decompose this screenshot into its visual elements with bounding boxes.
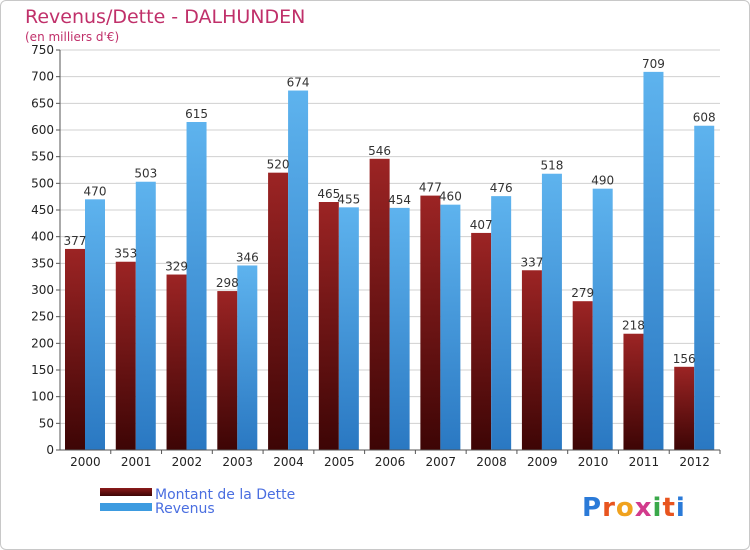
y-tick-label: 400 [31, 230, 54, 244]
chart-title: Revenus/Dette - DALHUNDEN [25, 6, 305, 28]
bar-revenus [592, 188, 613, 450]
bar-dette [115, 261, 136, 450]
y-tick-label: 150 [31, 363, 54, 377]
x-tick-label: 2000 [70, 455, 101, 469]
data-label: 353 [114, 247, 137, 261]
data-label: 455 [337, 192, 360, 206]
x-tick-label: 2001 [121, 455, 152, 469]
x-tick-label: 2006 [375, 455, 406, 469]
bar-revenus [389, 207, 410, 450]
bar-revenus [85, 199, 105, 450]
y-tick-label: 750 [31, 43, 54, 57]
data-label: 520 [267, 158, 290, 172]
data-label: 477 [419, 181, 442, 195]
y-tick-label: 650 [31, 96, 54, 110]
y-tick-label: 450 [31, 203, 54, 217]
bar-revenus [186, 122, 207, 450]
y-tick-label: 0 [46, 443, 54, 457]
y-tick-label: 250 [31, 310, 54, 324]
data-label: 460 [439, 190, 462, 204]
bar-revenus [288, 90, 309, 451]
bar-dette [318, 202, 339, 450]
bar-revenus [440, 204, 461, 450]
data-label: 156 [673, 352, 696, 366]
bar-revenus [237, 265, 258, 450]
x-tick-label: 2010 [578, 455, 609, 469]
legend: Montant de la Dette Revenus [100, 487, 295, 517]
data-label: 709 [642, 57, 665, 71]
data-label: 298 [216, 276, 239, 290]
data-label: 518 [540, 159, 563, 173]
data-label: 503 [134, 167, 157, 181]
x-tick-label: 2012 [679, 455, 710, 469]
x-tick-label: 2003 [222, 455, 253, 469]
data-label: 674 [287, 76, 310, 90]
bar-dette [65, 248, 85, 450]
y-tick-label: 600 [31, 123, 54, 137]
y-tick-label: 200 [31, 336, 54, 350]
x-tick-label: 2007 [425, 455, 456, 469]
x-tick-label: 2009 [527, 455, 558, 469]
bar-dette [268, 172, 289, 450]
bar-revenus [491, 196, 512, 450]
data-label: 279 [571, 286, 594, 300]
y-tick-label: 700 [31, 70, 54, 84]
x-axis-ticks: 2000 2001 2002 2003 2004 2005 2006 2007 2008 2009… [70, 450, 721, 469]
y-tick-label: 50 [39, 416, 54, 430]
y-tick-label: 350 [31, 256, 54, 270]
data-label: 377 [64, 234, 87, 248]
chart-subtitle: (en milliers d'€) [25, 30, 119, 44]
data-label: 346 [236, 250, 259, 264]
data-label: 608 [693, 111, 716, 125]
data-label: 476 [490, 181, 513, 195]
bar-dette [521, 270, 542, 450]
data-label: 615 [185, 107, 208, 121]
data-label: 546 [368, 144, 391, 158]
data-label: 337 [520, 255, 543, 269]
bar-dette [623, 333, 644, 450]
y-tick-label: 100 [31, 390, 54, 404]
x-tick-label: 2004 [273, 455, 304, 469]
bar-dette [572, 301, 593, 450]
legend-label-revenus: Revenus [155, 501, 215, 517]
bar-dette [471, 232, 492, 450]
legend-label-debt: Montant de la Dette [155, 487, 295, 503]
bar-dette [217, 291, 238, 450]
x-tick-label: 2002 [172, 455, 203, 469]
x-tick-label: 2005 [324, 455, 355, 469]
bar-revenus [694, 125, 715, 450]
y-tick-label: 300 [31, 283, 54, 297]
x-tick-label: 2011 [629, 455, 660, 469]
bar-dette [369, 158, 390, 451]
bar-revenus [135, 181, 156, 450]
data-label: 407 [470, 218, 493, 232]
legend-swatch-revenus [100, 503, 152, 511]
bar-revenus [643, 71, 664, 450]
svg-text:Proxiti: Proxiti [582, 493, 686, 523]
y-tick-label: 550 [31, 150, 54, 164]
data-label: 470 [84, 184, 107, 198]
y-tick-label: 500 [31, 176, 54, 190]
bar-dette [674, 366, 695, 450]
bar-dette [420, 195, 441, 450]
data-label: 329 [165, 260, 188, 274]
y-axis-ticks: 0 50 100 150 200 250 300 350 400 450 500 550 600 650 7… [31, 43, 60, 457]
bar-dette [166, 274, 187, 450]
data-label: 490 [591, 174, 614, 188]
data-label: 218 [622, 319, 645, 333]
legend-swatch-debt [100, 488, 152, 496]
x-tick-label: 2008 [476, 455, 507, 469]
data-label: 454 [388, 193, 411, 207]
proxiti-logo: Proxiti [582, 493, 686, 523]
bar-revenus [338, 207, 359, 450]
data-label: 465 [317, 187, 340, 201]
bar-revenus [541, 173, 562, 450]
bars [65, 71, 715, 451]
